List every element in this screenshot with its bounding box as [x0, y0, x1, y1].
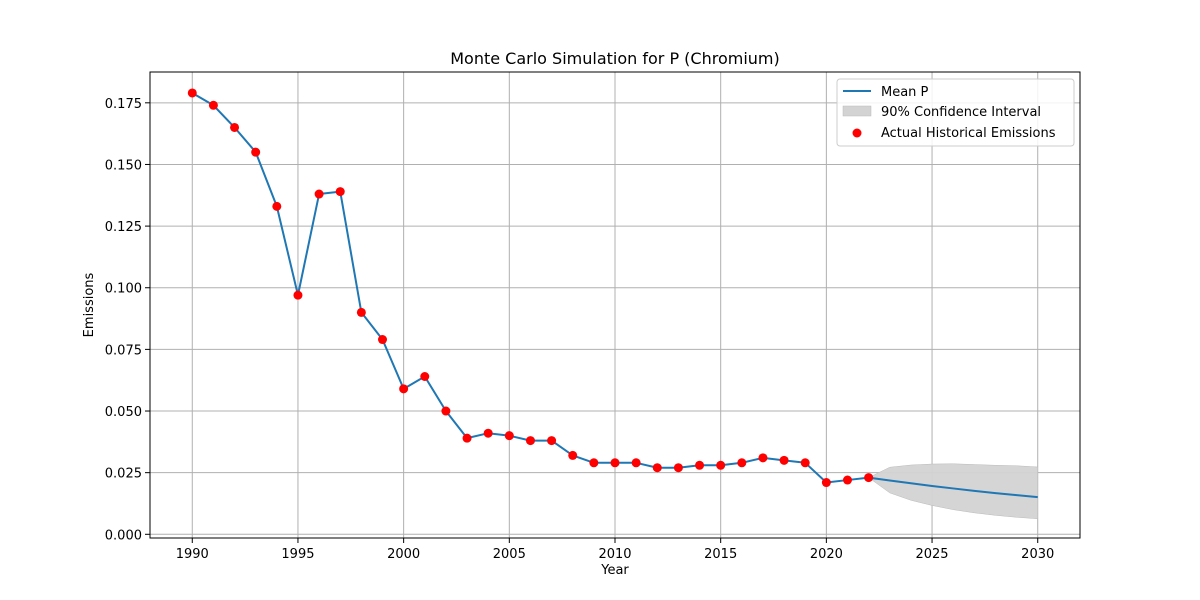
x-tick-label: 2005: [493, 547, 526, 562]
x-tick-label: 2020: [810, 547, 843, 562]
y-tick-label: 0.100: [105, 282, 142, 297]
historical-point: [737, 458, 747, 468]
historical-point: [251, 147, 261, 157]
historical-point: [716, 460, 726, 470]
x-tick-label: 2025: [915, 547, 948, 562]
y-tick-label: 0.125: [105, 220, 142, 235]
x-tick-label: 2030: [1021, 547, 1054, 562]
historical-point: [293, 290, 303, 300]
x-tick-label: 1990: [176, 547, 209, 562]
historical-point: [420, 372, 430, 382]
historical-point: [504, 431, 514, 441]
historical-point: [652, 463, 662, 473]
historical-point: [272, 201, 282, 211]
historical-point: [525, 436, 535, 446]
legend-swatch-historical: [852, 128, 862, 138]
historical-point: [335, 187, 345, 197]
x-tick-label: 1995: [281, 547, 314, 562]
historical-point: [589, 458, 599, 468]
confidence-band-layer: [826, 463, 1038, 520]
legend: Mean P 90% Confidence Interval Actual Hi…: [836, 78, 1075, 147]
historical-point: [462, 433, 472, 443]
x-tick-label: 2015: [704, 547, 737, 562]
historical-point: [779, 455, 789, 465]
x-tick-label: 2000: [387, 547, 420, 562]
x-axis-label: Year: [600, 563, 629, 578]
historical-point: [230, 122, 240, 132]
historical-point: [568, 450, 578, 460]
legend-label-confidence: 90% Confidence Interval: [881, 105, 1041, 120]
historical-point: [483, 428, 493, 438]
chart-title: Monte Carlo Simulation for P (Chromium): [450, 49, 780, 68]
legend-label-historical: Actual Historical Emissions: [881, 126, 1056, 141]
legend-swatch-confidence: [842, 105, 872, 117]
confidence-band: [826, 463, 1038, 520]
historical-point: [695, 460, 705, 470]
historical-point: [631, 458, 641, 468]
y-axis-label: Emissions: [82, 272, 97, 337]
historical-point: [843, 475, 852, 485]
historical-point: [821, 478, 831, 488]
y-tick-label: 0.000: [105, 528, 142, 543]
historical-point: [864, 473, 874, 483]
historical-point: [441, 406, 451, 416]
y-tick-label: 0.175: [105, 97, 142, 112]
y-tick-label: 0.050: [105, 405, 142, 420]
historical-point: [547, 436, 557, 446]
historical-point: [610, 458, 620, 468]
y-tick-label: 0.075: [105, 343, 142, 358]
historical-point: [673, 463, 683, 473]
historical-point: [356, 307, 366, 317]
historical-point: [800, 458, 810, 468]
x-axis: 1990 1995 2000 2005 2010 2015 2020 2025 2030: [176, 538, 1054, 562]
historical-point: [314, 189, 324, 199]
historical-point: [378, 335, 387, 345]
legend-box: [836, 78, 1075, 147]
historical-point: [187, 88, 197, 98]
x-tick-label: 2010: [598, 547, 631, 562]
y-tick-label: 0.150: [105, 158, 142, 173]
y-tick-label: 0.025: [105, 467, 142, 482]
historical-point: [758, 453, 768, 463]
legend-label-mean: Mean P: [881, 85, 929, 100]
historical-points-layer: [187, 88, 874, 488]
historical-point: [208, 100, 218, 110]
historical-point: [399, 384, 409, 394]
y-axis: 0.000 0.025 0.050 0.075 0.100 0.125 0.150 0.175: [105, 97, 150, 543]
